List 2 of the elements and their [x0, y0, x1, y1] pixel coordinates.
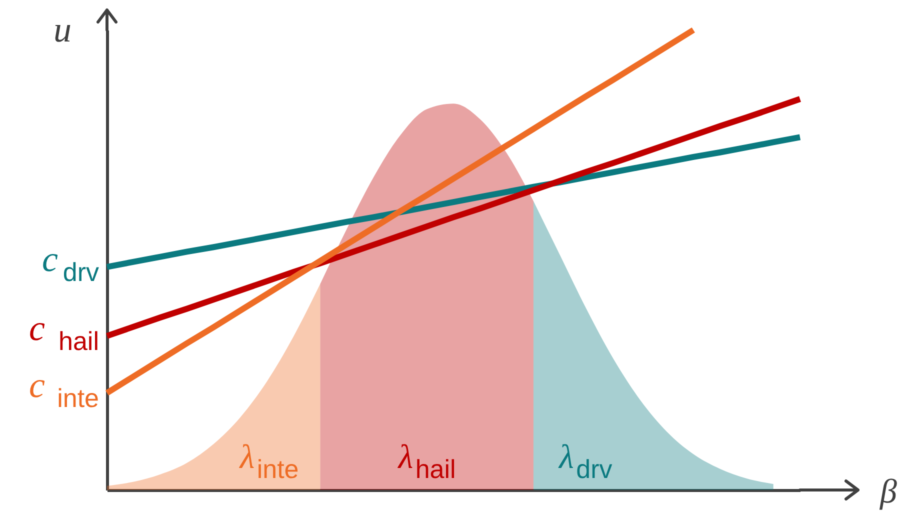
x-axis-title: β — [879, 474, 898, 510]
y-axis-title: u — [54, 10, 72, 50]
